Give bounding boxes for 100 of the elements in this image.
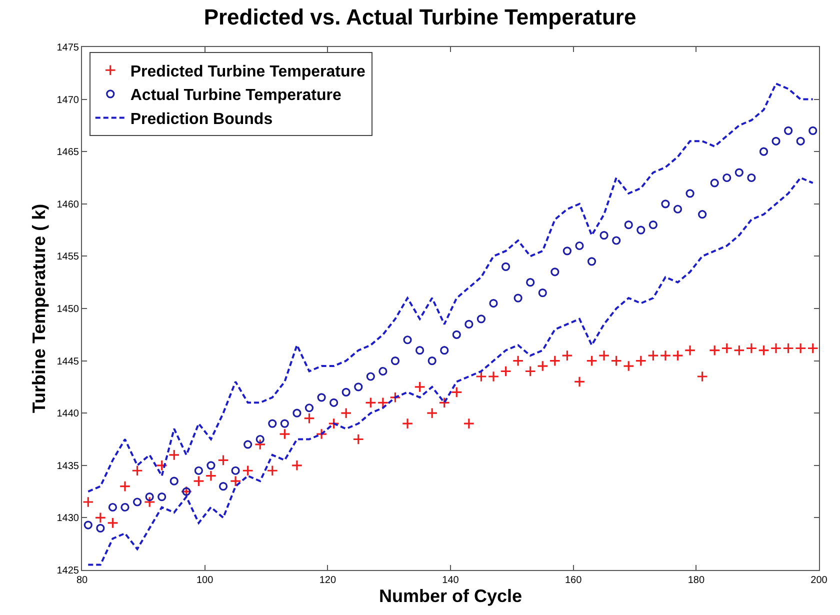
point xyxy=(758,344,770,356)
point xyxy=(132,464,143,476)
point xyxy=(280,419,289,428)
point xyxy=(145,492,154,502)
point xyxy=(354,382,363,392)
line-series xyxy=(87,82,814,493)
point xyxy=(772,136,780,146)
point xyxy=(698,210,707,219)
point xyxy=(328,418,340,430)
chart-title: Predicted vs. Actual Turbine Temperature xyxy=(204,4,636,30)
point xyxy=(770,342,782,354)
point xyxy=(696,370,708,382)
point xyxy=(782,342,794,354)
point xyxy=(205,470,217,482)
point xyxy=(415,346,424,355)
point xyxy=(402,418,414,430)
point xyxy=(170,476,178,486)
point xyxy=(132,498,142,506)
point xyxy=(463,418,475,430)
point xyxy=(168,449,180,461)
point xyxy=(340,407,352,419)
point xyxy=(598,350,610,362)
legend-label: Predicted Turbine Temperature xyxy=(130,63,366,80)
point xyxy=(512,355,524,366)
point xyxy=(414,381,426,393)
point xyxy=(304,404,314,412)
point xyxy=(120,502,130,512)
point xyxy=(647,350,659,362)
point xyxy=(488,370,500,382)
point xyxy=(119,480,131,492)
x-tick-label: 120 xyxy=(319,575,336,586)
point xyxy=(524,366,536,377)
point xyxy=(390,392,401,404)
point xyxy=(390,356,400,366)
point xyxy=(747,173,756,182)
point xyxy=(562,246,572,256)
legend-label: Actual Turbine Temperature xyxy=(130,87,342,104)
point xyxy=(438,396,450,408)
point xyxy=(561,350,573,362)
point xyxy=(794,342,806,354)
x-tick-label: 140 xyxy=(442,575,460,586)
point xyxy=(317,393,326,402)
point xyxy=(218,482,228,491)
point xyxy=(254,438,266,450)
point xyxy=(796,136,805,146)
point xyxy=(722,173,732,182)
point xyxy=(94,512,106,524)
point xyxy=(686,189,694,198)
point xyxy=(266,464,278,476)
y-tick-label: 1430 xyxy=(56,513,80,524)
y-tick-label: 1475 xyxy=(56,42,80,54)
point xyxy=(107,517,118,529)
point xyxy=(377,396,389,408)
point xyxy=(526,278,535,287)
x-tick-label: 180 xyxy=(688,575,705,586)
point xyxy=(426,407,438,419)
point xyxy=(464,320,474,328)
point xyxy=(231,466,240,475)
point xyxy=(194,466,203,475)
point xyxy=(734,168,744,177)
point xyxy=(661,200,670,208)
point xyxy=(600,230,608,240)
point xyxy=(378,366,388,376)
point xyxy=(624,220,633,230)
point xyxy=(759,147,768,156)
point xyxy=(538,288,547,298)
point xyxy=(636,226,646,234)
point xyxy=(575,241,584,250)
y-tick-label: 1445 xyxy=(56,356,80,368)
point xyxy=(352,434,364,445)
point xyxy=(784,126,793,135)
point xyxy=(574,376,586,388)
point xyxy=(684,344,696,356)
point xyxy=(489,298,498,308)
point xyxy=(648,220,658,230)
point xyxy=(364,396,376,408)
point xyxy=(672,350,684,362)
y-tick-label: 1465 xyxy=(56,147,80,158)
y-tick-label: 1460 xyxy=(56,199,80,210)
y-tick-label: 1470 xyxy=(56,94,80,106)
x-tick-label: 100 xyxy=(196,575,214,586)
point xyxy=(500,366,512,377)
point xyxy=(330,398,338,407)
point xyxy=(501,262,510,271)
x-tick-label: 200 xyxy=(810,575,828,586)
y-tick-label: 1425 xyxy=(56,566,80,576)
point xyxy=(366,372,375,381)
point xyxy=(536,360,548,372)
point xyxy=(278,428,290,440)
point xyxy=(428,356,436,366)
point xyxy=(622,360,634,372)
point xyxy=(304,412,315,424)
point xyxy=(476,370,487,382)
point xyxy=(291,460,303,472)
point xyxy=(452,330,461,339)
point xyxy=(586,355,598,366)
point xyxy=(673,204,682,214)
point xyxy=(808,126,818,135)
point xyxy=(84,520,92,530)
point xyxy=(156,460,168,472)
